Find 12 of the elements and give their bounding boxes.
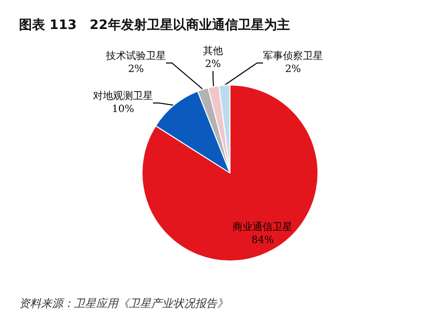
chart-title: 图表 113 22年发射卫星以商业通信卫星为主 [19, 17, 290, 33]
slice-label: 技术试验卫星 [105, 50, 166, 62]
data-label: 2% [128, 64, 144, 75]
slice-label: 对地观测卫星 [93, 90, 153, 102]
data-label: 84% [252, 235, 274, 246]
slice-label: 商业通信卫星 [232, 221, 293, 234]
data-label: 10% [112, 104, 134, 115]
slice-label: 其他 [203, 45, 223, 57]
slice-label: 军事侦察卫星 [263, 50, 323, 62]
data-label: 2% [285, 64, 301, 75]
data-label: 2% [205, 59, 221, 70]
text: 资料来源：卫星应用《卫星产业状况报告》 [19, 297, 228, 310]
